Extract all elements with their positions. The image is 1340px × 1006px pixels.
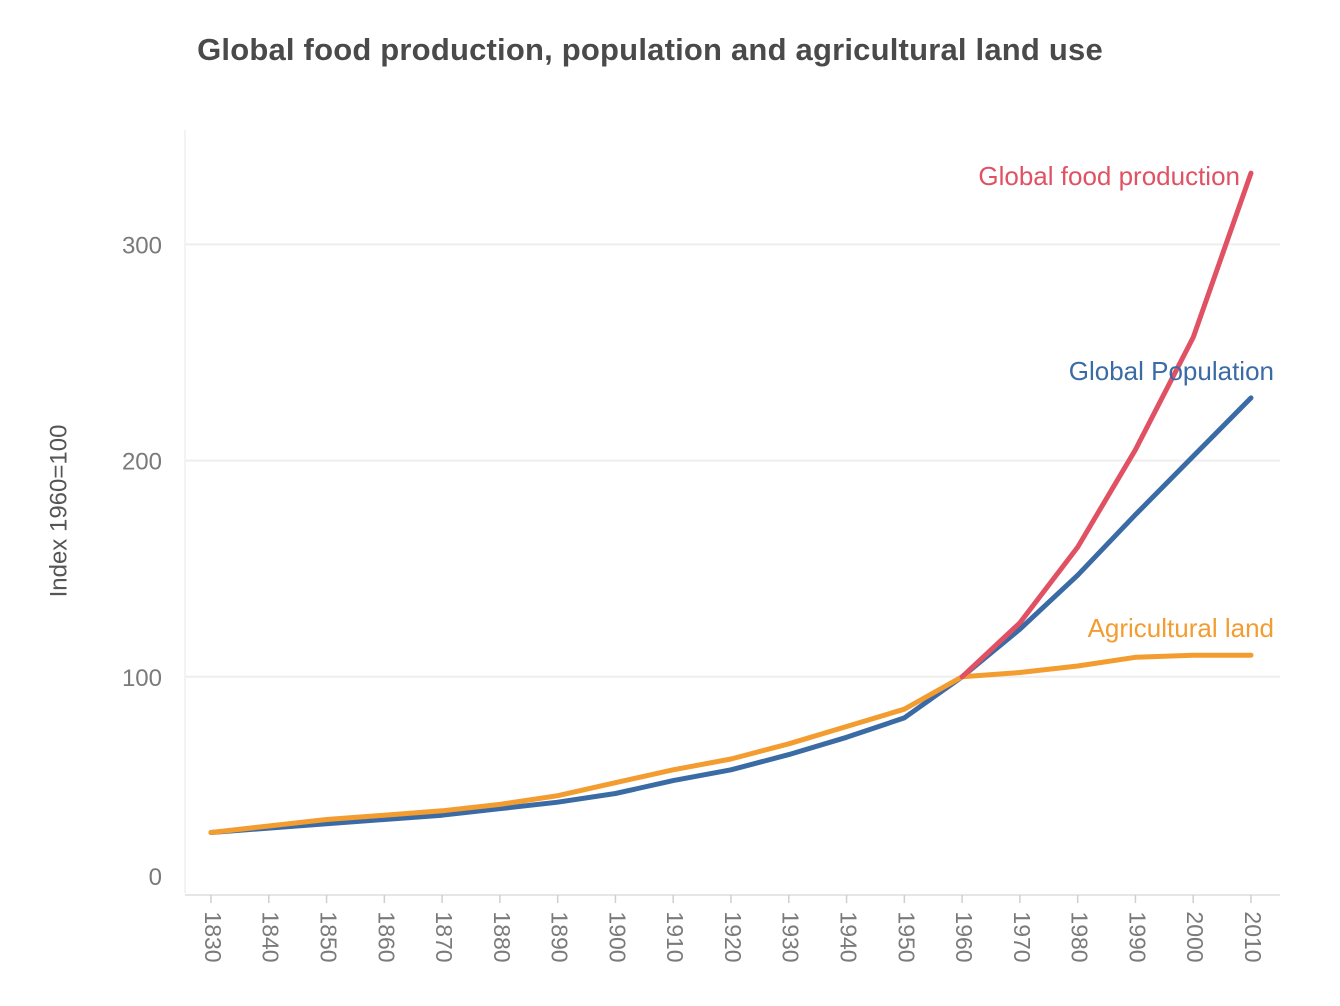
x-tick-label: 2000 xyxy=(1182,911,1208,962)
x-tick-label: 1980 xyxy=(1067,911,1093,962)
chart-title: Global food production, population and a… xyxy=(197,32,1103,67)
x-tick-label: 1880 xyxy=(489,911,515,962)
x-tick-label: 1910 xyxy=(662,911,688,962)
x-tick-label: 1840 xyxy=(258,911,284,962)
x-tick-label: 1940 xyxy=(835,911,861,962)
y-tick-label: 200 xyxy=(122,449,162,476)
y-axis-title: Index 1960=100 xyxy=(45,425,72,598)
x-tick-label: 1930 xyxy=(778,911,804,962)
x-tick-label: 1890 xyxy=(547,911,573,962)
axes: 0 100 200 300 1830 1840 1850 1860 1870 1880 1890 19… xyxy=(45,130,1280,963)
y-tick-label: 0 xyxy=(149,864,162,891)
series-label-global-food-production: Global food production xyxy=(978,161,1240,191)
x-tick-label: 1990 xyxy=(1124,911,1150,962)
x-tick-label: 2010 xyxy=(1240,911,1266,962)
series-line-agricultural-land xyxy=(208,652,1254,835)
series-label-global-population: Global Population xyxy=(1069,356,1274,386)
series-lines xyxy=(208,170,1254,835)
x-tick-label: 1950 xyxy=(893,911,919,962)
series-label-agricultural-land: Agricultural land xyxy=(1088,613,1274,643)
series-labels: Global food production Global Population A… xyxy=(978,161,1274,643)
x-tick-label: 1870 xyxy=(431,911,457,962)
x-tick-label: 1900 xyxy=(604,911,630,962)
y-tick-label: 300 xyxy=(122,232,162,259)
y-tick-label: 100 xyxy=(122,665,162,692)
x-tick-label: 1970 xyxy=(1009,911,1035,962)
series-line-global-population xyxy=(208,395,1254,835)
x-tick-label: 1960 xyxy=(951,911,977,962)
x-tick-label: 1860 xyxy=(373,911,399,962)
series-line-global-food-production xyxy=(959,170,1254,680)
gridlines xyxy=(185,243,1280,678)
x-tick-label: 1850 xyxy=(315,911,341,962)
x-tick-label: 1830 xyxy=(200,911,226,962)
x-tick-label: 1920 xyxy=(720,911,746,962)
